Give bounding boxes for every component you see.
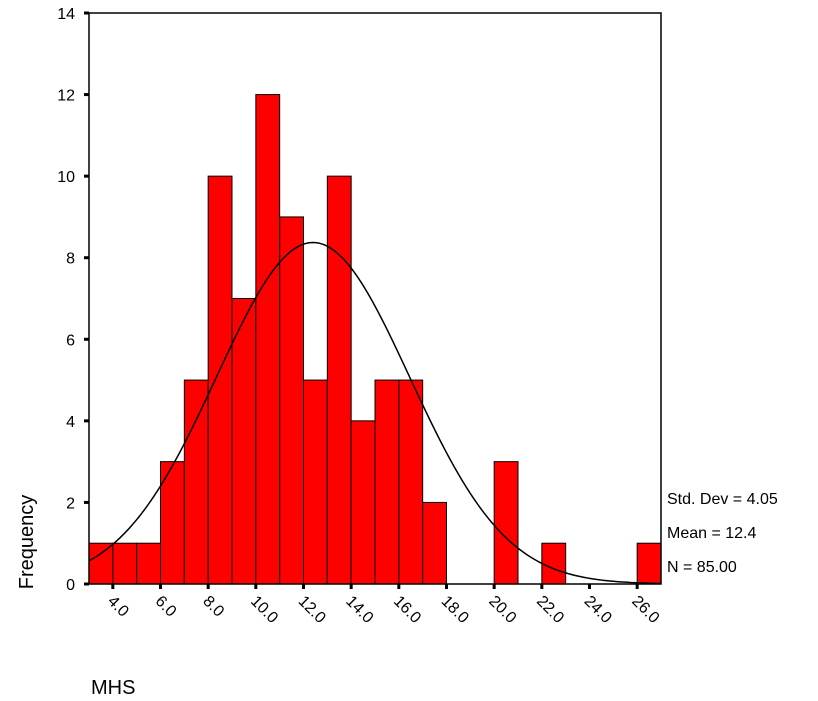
bars-group	[88, 94, 662, 585]
histogram-bar	[326, 175, 352, 585]
histogram-bar	[541, 542, 567, 585]
histogram-bar	[231, 298, 257, 585]
x-tick-label: 24.0	[581, 593, 615, 627]
histogram-bar	[493, 461, 519, 585]
x-tick-label: 4.0	[104, 593, 132, 621]
normal-curve	[88, 241, 662, 585]
histogram-bar	[422, 501, 447, 585]
y-axis: 0 2 4 6 8 10 12 14	[57, 6, 89, 594]
plot-frame	[88, 12, 662, 585]
x-axis-title: MHS	[91, 677, 135, 699]
histogram-bar	[207, 175, 233, 585]
x-tick-label: 8.0	[199, 593, 227, 621]
y-tick-label: 0	[66, 577, 75, 594]
y-tick-label: 4	[66, 414, 75, 431]
y-tick-label: 12	[57, 88, 75, 105]
histogram-bar	[88, 542, 114, 585]
mean-label: Mean = 12.4	[667, 525, 757, 542]
x-tick-label: 14.0	[342, 593, 376, 627]
histogram-bar	[183, 379, 209, 585]
y-tick-label: 10	[57, 169, 75, 186]
y-tick-label: 2	[66, 495, 75, 512]
x-tick-label: 20.0	[485, 593, 519, 627]
x-tick-label: 18.0	[438, 593, 472, 627]
histogram-bar	[255, 94, 281, 585]
y-axis-title: Frequency	[16, 495, 38, 590]
y-tick-label: 8	[66, 251, 75, 268]
histogram-bar	[112, 542, 138, 585]
histogram-bar	[136, 542, 162, 585]
x-tick-label: 10.0	[247, 593, 281, 627]
histogram-bar	[279, 216, 304, 585]
histogram-bar	[303, 379, 328, 585]
histogram-bar	[636, 542, 662, 585]
x-tick-label: 16.0	[390, 593, 424, 627]
y-tick-label: 14	[57, 6, 75, 23]
y-tick-label: 6	[66, 332, 75, 349]
x-tick-label: 6.0	[152, 593, 180, 621]
x-tick-label: 22.0	[533, 593, 567, 627]
x-axis: 4.0 6.0 8.0 10.0 12.0 14.0 16.0 18.0 20.0 22.0 24.…	[104, 584, 662, 627]
histogram-bar	[398, 379, 424, 585]
x-tick-label: 12.0	[295, 593, 329, 627]
histogram-bar	[374, 379, 400, 585]
n-label: N = 85.00	[667, 559, 737, 576]
std-dev-label: Std. Dev = 4.05	[667, 491, 778, 508]
x-tick-label: 26.0	[628, 593, 662, 627]
histogram-bar	[350, 420, 376, 585]
